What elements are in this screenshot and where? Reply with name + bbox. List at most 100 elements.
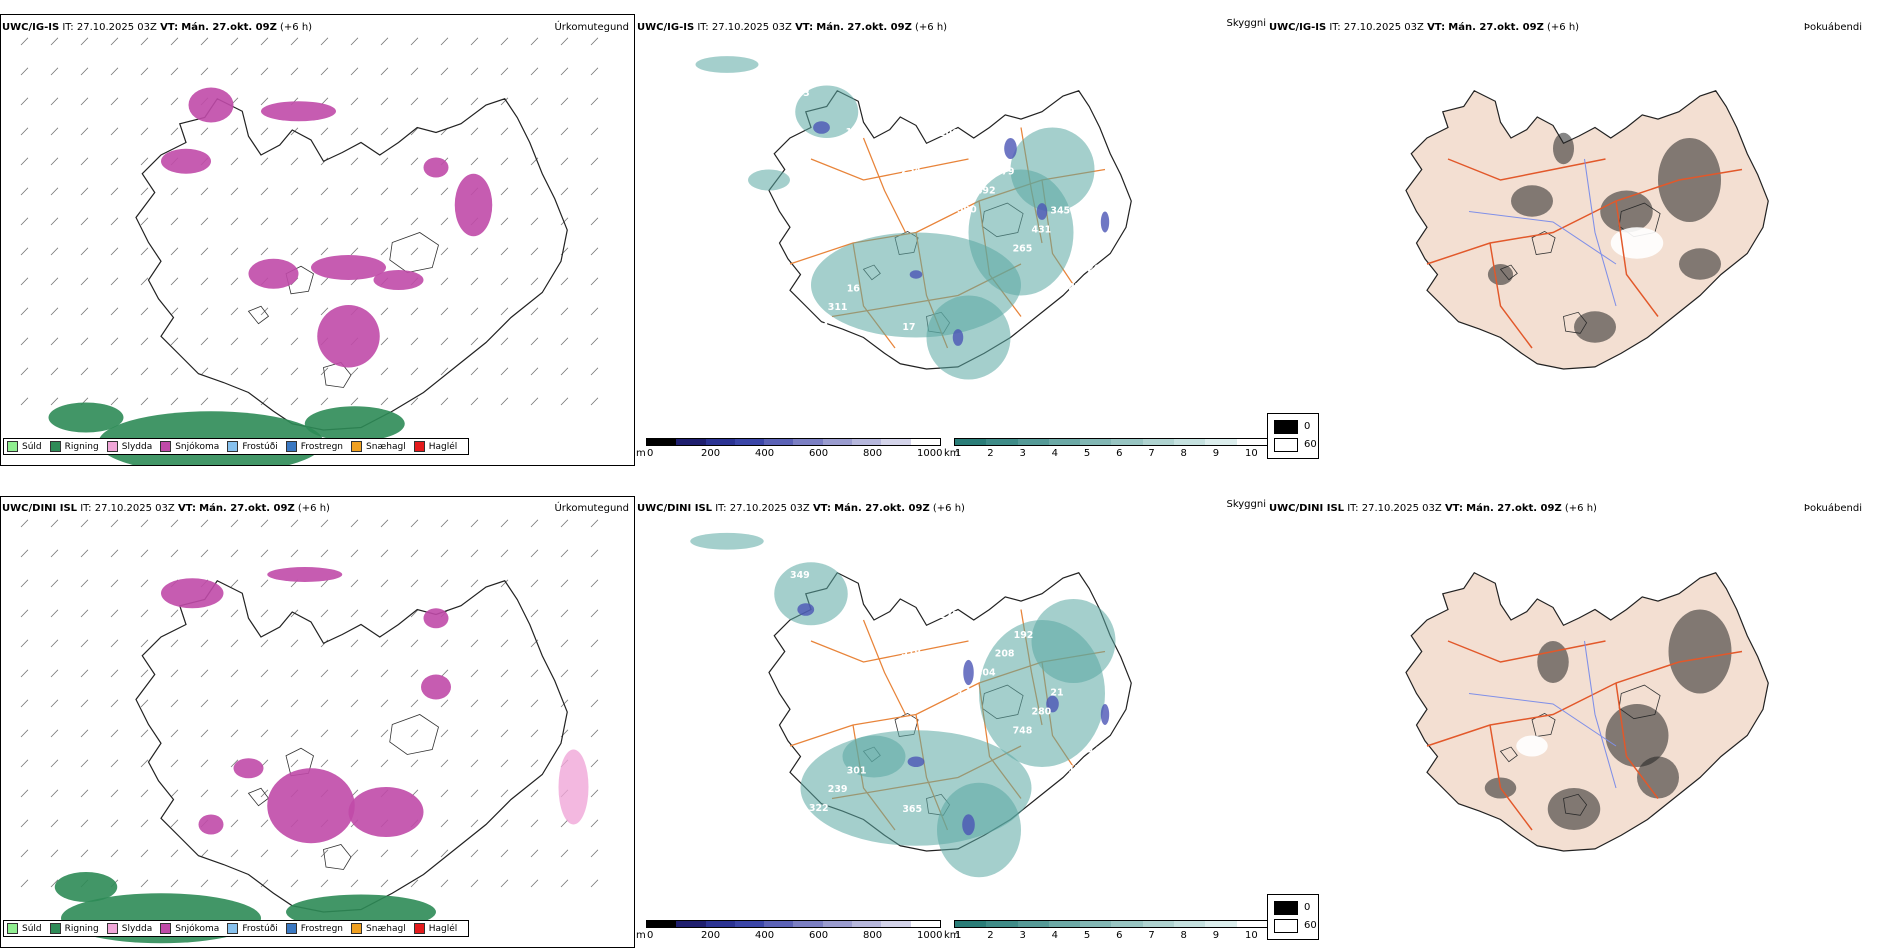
- vt-value: Mán. 27.okt. 09Z: [816, 22, 912, 33]
- vt-label: VT:: [1427, 22, 1446, 33]
- legend-label: Súld: [22, 923, 42, 934]
- it-value: 27.10.2025 03Z: [729, 503, 810, 514]
- legend-swatch: [227, 923, 239, 934]
- colorbar-step: [1080, 439, 1112, 445]
- colorbar-tick: 10: [1245, 930, 1258, 941]
- cloud-base-label: 239: [828, 784, 848, 795]
- legend-swatch: [285, 441, 297, 452]
- colorbar-tick: 600: [809, 448, 829, 459]
- colorbar-step: [822, 921, 853, 927]
- cloud-base-label: 311: [865, 108, 885, 119]
- legend-item: Frostregn: [285, 923, 344, 934]
- legend-item: Frostúði: [227, 923, 278, 934]
- colorbar-step: [986, 921, 1018, 927]
- vt-value: Mán. 27.okt. 09Z: [181, 22, 277, 33]
- colorbar-tick: 9: [1212, 930, 1220, 941]
- it-label: IT:: [715, 503, 727, 514]
- vt-value: Mán. 27.okt. 09Z: [1448, 22, 1544, 33]
- cloud-base-label: 265: [1013, 243, 1033, 254]
- colorbar-tick: 200: [701, 930, 721, 941]
- colorbar-step: [881, 921, 911, 927]
- legend-swatch: [351, 441, 363, 452]
- cloud-base-label: 170: [957, 687, 977, 698]
- colorbar-step: [1174, 439, 1206, 445]
- model-name: UWC/IG-IS: [637, 22, 695, 33]
- cloud-base-label: 21: [1050, 688, 1063, 699]
- colorbar-step: [647, 439, 677, 445]
- it-label: IT:: [1329, 22, 1341, 33]
- height-bar: [646, 438, 941, 446]
- colorbar-step: [764, 439, 794, 445]
- low-cloud-fields: [695, 56, 1110, 380]
- visibility-map-row1: 563 183 254 590 265 279 254 311 339 492 431 262 311 2…: [636, 14, 1266, 466]
- legend-label: Frostregn: [300, 923, 344, 934]
- legend-item: Rigning: [49, 441, 99, 452]
- legend-label: Snjókoma: [175, 923, 220, 934]
- colorbar-tick: 6: [1116, 930, 1123, 941]
- it-value: 27.10.2025 03Z: [1361, 503, 1442, 514]
- legend-swatch: [7, 923, 18, 934]
- cloud-base-label: 390: [865, 590, 885, 601]
- cloud-base-label: 301: [847, 765, 867, 776]
- fog-key-row1: 0 60: [1267, 413, 1319, 459]
- colorbar-step: [793, 439, 823, 445]
- legend-item: Súld: [7, 923, 42, 934]
- cloud-base-label: 172: [939, 610, 959, 621]
- legend-label: Snæhagl: [366, 923, 406, 934]
- colorbar-tick: 2: [987, 448, 994, 459]
- visibility-colorbar-row2: km 1 2 3 4 5 6 7 8 9 10: [944, 920, 1269, 948]
- vt-label: VT:: [1444, 503, 1463, 514]
- precip-legend-row1: Súld Rigning Slydda Snjókoma Frostúði Frostre…: [3, 438, 470, 455]
- legend-label: Rigning: [64, 441, 99, 452]
- precip-type-map-row2: [0, 496, 635, 948]
- colorbar-tick: 2: [987, 930, 994, 941]
- colorbar-step: [1048, 439, 1081, 445]
- colorbar-step: [705, 921, 735, 927]
- cloud-base-label: 16: [847, 283, 861, 294]
- height-unit: m: [636, 448, 646, 459]
- legend-item: Súld: [7, 441, 42, 452]
- precip-legend-row2: Súld Rigning Slydda Snjókoma Frostúði Frostre…: [3, 920, 470, 937]
- colorbar-step: [955, 439, 987, 445]
- cloud-base-label: 189: [958, 591, 978, 602]
- colorbar-tick: 1: [955, 448, 962, 459]
- colorbar-step: [1205, 439, 1237, 445]
- legend-item: Haglél: [413, 923, 457, 934]
- cloud-base-label: 748: [1013, 725, 1033, 736]
- it-value: 27.10.2025 03Z: [1343, 22, 1424, 33]
- iceland-outline: [48, 87, 568, 465]
- vt-value: Mán. 27.okt. 09Z: [834, 503, 930, 514]
- colorbar-step: [1080, 921, 1112, 927]
- colorbar-step: [910, 921, 940, 927]
- lead-time: (+6 h): [932, 503, 965, 514]
- cloud-base-label: 178: [1068, 764, 1088, 775]
- cloud-base-label: 192: [1014, 630, 1034, 641]
- cloud-title-row2: Skyggni: [1226, 499, 1266, 510]
- visibility-map-graphic: 563 183 254 590 265 279 254 311 339 492 431 262 311 2…: [695, 56, 1132, 380]
- colorbar-tick: 800: [863, 448, 883, 459]
- legend-item: Haglél: [413, 441, 458, 452]
- colorbar-tick: 9: [1212, 448, 1220, 459]
- legend-item: Frostúði: [227, 441, 278, 452]
- legend-label: Snæhagl: [366, 441, 406, 452]
- colorbar-step: [1111, 921, 1143, 927]
- legend-label: Frostúði: [242, 441, 278, 452]
- wind-barbs: [20, 519, 599, 888]
- colorbar-tick: 600: [809, 930, 829, 941]
- colorbar-step: [793, 921, 823, 927]
- colorbar-step: [852, 439, 882, 445]
- it-label: IT:: [1347, 503, 1359, 514]
- legend-swatch: [227, 441, 239, 452]
- vt-value: Mán. 27.okt. 09Z: [199, 503, 295, 514]
- fog-header-row1: UWC/IG-IS IT: 27.10.2025 03Z VT: Mán. 27…: [1269, 22, 1579, 33]
- fog-key-white: [1274, 438, 1298, 452]
- cloud-base-label: 365: [902, 804, 922, 815]
- fog-key-black: [1274, 901, 1298, 915]
- colorbar-step: [1017, 439, 1049, 445]
- iceland-outline: 349 220 319 170 748 178 322 390 528 304 280 440 239 2…: [690, 532, 1132, 878]
- colorbar-step: [1048, 921, 1081, 927]
- colorbar-step: [676, 439, 706, 445]
- legend-item: Snjókoma: [160, 441, 219, 452]
- legend-label: Haglél: [428, 441, 458, 452]
- colorbar-tick: 3: [1019, 448, 1026, 459]
